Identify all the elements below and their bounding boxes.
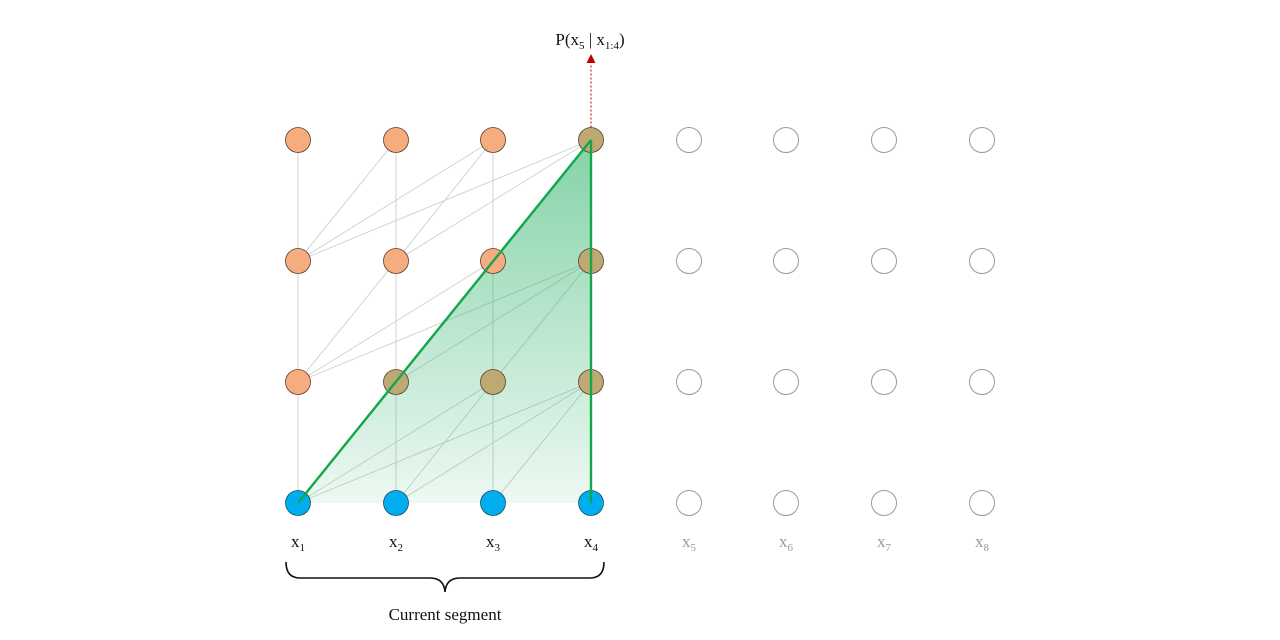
token-label-x8: x8 xyxy=(975,532,990,554)
hidden-l3-node-1 xyxy=(285,127,311,153)
hidden-l2-node-2 xyxy=(383,248,409,274)
token-label-x4: x4 xyxy=(584,532,599,554)
connection-line xyxy=(297,260,397,383)
token-label-x3: x3 xyxy=(486,532,501,554)
hidden-l1-node-7 xyxy=(871,369,897,395)
input-node-7 xyxy=(871,490,897,516)
hidden-l1-node-8 xyxy=(969,369,995,395)
hidden-l1-node-5 xyxy=(676,369,702,395)
hidden-l3-node-8 xyxy=(969,127,995,153)
hidden-l3-node-5 xyxy=(676,127,702,153)
hidden-l3-node-6 xyxy=(773,127,799,153)
node-grid xyxy=(285,127,995,516)
input-node-6 xyxy=(773,490,799,516)
connection-line xyxy=(297,139,397,262)
token-label-x6: x6 xyxy=(779,532,794,554)
input-node-8 xyxy=(969,490,995,516)
token-labels: x1 x2 x3 x4 x5 x6 x7 x8 xyxy=(291,532,990,554)
hidden-l2-node-8 xyxy=(969,248,995,274)
segment-brace xyxy=(285,561,605,593)
connection-line xyxy=(297,139,494,262)
receptive-field-outline xyxy=(297,139,593,504)
hidden-l1-node-3 xyxy=(480,369,506,395)
token-label-x1: x1 xyxy=(291,532,305,554)
field-diagonal-edge xyxy=(297,139,592,504)
hidden-l2-node-7 xyxy=(871,248,897,274)
token-label-x2: x2 xyxy=(389,532,403,554)
connection-line xyxy=(395,139,592,262)
hidden-l3-node-7 xyxy=(871,127,897,153)
token-label-x5: x5 xyxy=(682,532,697,554)
prediction-label: P(x5 | x1:4) xyxy=(555,30,624,52)
input-node-2 xyxy=(383,490,409,516)
input-node-3 xyxy=(480,490,506,516)
token-label-x7: x7 xyxy=(877,532,892,554)
hidden-l2-node-1 xyxy=(285,248,311,274)
connection-line xyxy=(297,260,494,383)
hidden-l3-node-3 xyxy=(480,127,506,153)
prediction-arrow-head xyxy=(586,54,596,63)
segment-label: Current segment xyxy=(389,605,502,624)
connection-line xyxy=(297,139,592,262)
hidden-l2-node-6 xyxy=(773,248,799,274)
hidden-l3-node-2 xyxy=(383,127,409,153)
input-node-5 xyxy=(676,490,702,516)
hidden-l2-node-5 xyxy=(676,248,702,274)
hidden-l1-node-1 xyxy=(285,369,311,395)
hidden-l1-node-6 xyxy=(773,369,799,395)
